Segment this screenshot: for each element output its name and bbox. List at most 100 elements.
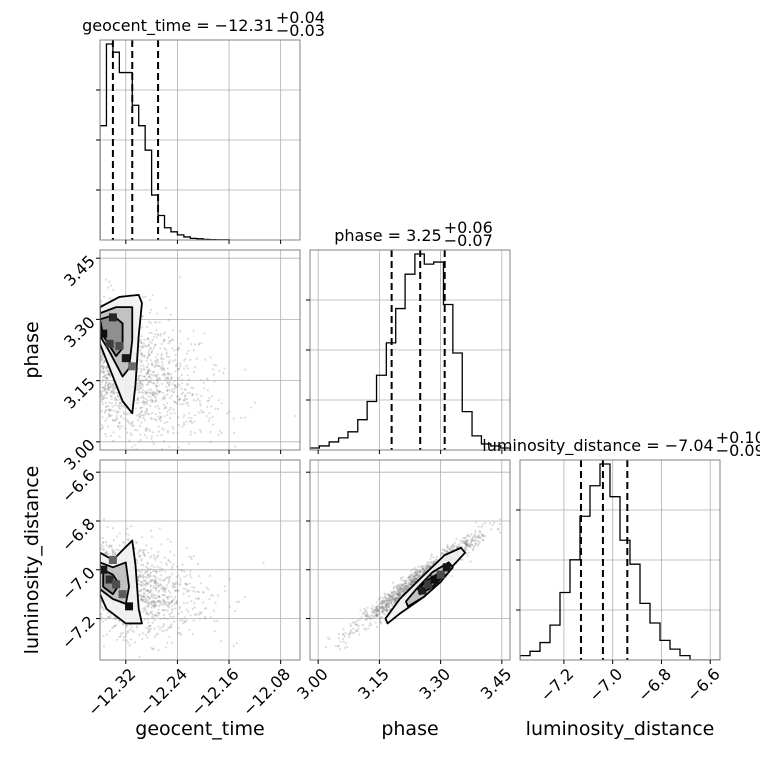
pair-geocent_time-phase-point [191,386,195,389]
pair-phase-luminosity_distance-point [396,590,399,593]
pair-geocent_time-luminosity_distance-point [146,612,150,615]
pair-phase-luminosity_distance-point [499,518,502,521]
pair-geocent_time-phase-point [171,338,174,341]
pair-geocent_time-luminosity_distance-point [149,624,152,627]
pair-geocent_time-phase-point [106,388,110,391]
pair-geocent_time-phase-point [194,366,197,369]
pair-geocent_time-luminosity_distance-point [177,626,180,629]
pair-phase-luminosity_distance-point [375,613,379,616]
pair-phase-luminosity_distance-point [403,586,406,590]
pair-phase-luminosity_distance-point [371,610,374,613]
pair-geocent_time-luminosity_distance-point [143,554,147,558]
pair-phase-luminosity_distance-point [382,599,385,602]
pair-geocent_time-phase-point [150,400,154,404]
pair-geocent_time-luminosity_distance-point [127,537,130,541]
pair-geocent_time-luminosity_distance-point [150,616,154,619]
pair-geocent_time-phase-point [156,312,159,315]
pair-phase-luminosity_distance-point [465,547,468,550]
pair-phase-luminosity_distance-point [386,605,389,608]
pair-geocent_time-luminosity_distance-point [149,611,152,614]
pair-geocent_time-phase-point [148,380,151,384]
pair-geocent_time-luminosity_distance-point [126,538,129,542]
pair-geocent_time-phase-point [150,393,153,396]
pair-geocent_time-luminosity_distance-point [165,563,168,566]
pair-phase-luminosity_distance-point [395,597,398,600]
hist-geocent_time-title-plus: +0.04 [276,8,325,27]
pair-geocent_time-luminosity_distance-point [116,638,119,641]
pair-phase-luminosity_distance-point [375,609,379,612]
pair-geocent_time-phase-point [154,374,158,377]
pair-geocent_time-luminosity_distance-point [141,576,145,580]
pair-geocent_time-luminosity_distance-point [160,602,163,605]
pair-geocent_time-phase-point [167,342,170,345]
pair-geocent_time-luminosity_distance-point [144,626,147,629]
pair-geocent_time-luminosity_distance-point [155,633,158,637]
pair-geocent_time-luminosity_distance-point [153,582,157,585]
pair-geocent_time-phase-point [125,413,128,416]
pair-geocent_time-phase-point [150,417,154,421]
pair-geocent_time-luminosity_distance-point [178,568,181,572]
pair-phase-luminosity_distance-point [364,614,367,617]
pair-geocent_time-phase-point [109,375,112,378]
pair-geocent_time-luminosity_distance-point [175,576,178,579]
pair-geocent_time-phase-point [140,341,143,344]
pair-geocent_time-luminosity_distance-point [137,554,140,558]
pair-phase-luminosity_distance-point [351,632,354,635]
pair-phase-luminosity_distance-point [377,609,381,612]
pair-geocent_time-luminosity_distance-point [232,644,235,647]
pair-phase-luminosity_distance-point [403,584,407,587]
pair-geocent_time-phase-point [175,385,178,388]
pair-geocent_time-luminosity_distance-point [145,601,148,604]
pair-geocent_time-luminosity_distance-point [172,583,175,586]
hist-phase-title-minus: −0.07 [444,231,493,250]
pair-geocent_time-phase-point [110,397,113,400]
pair-geocent_time-luminosity_distance-point [193,606,196,609]
pair-geocent_time-luminosity_distance-point [101,606,104,609]
pair-geocent_time-phase-point [186,382,189,385]
pair-phase-luminosity_distance-point [334,645,337,648]
pair-geocent_time-phase-point [145,365,148,369]
pair-geocent_time-luminosity_distance-point [235,642,238,645]
pair-geocent_time-phase-point [130,446,134,449]
pair-geocent_time-luminosity_distance-point [161,589,165,592]
pair-geocent_time-phase-point [116,394,119,397]
pair-geocent_time-phase-point [183,367,186,370]
pair-geocent_time-luminosity_distance-point [158,527,161,530]
pair-phase-luminosity_distance-point [481,535,484,538]
pair-phase-luminosity_distance-point [374,609,377,612]
pair-geocent_time-luminosity_distance-point [186,589,190,592]
pair-phase-luminosity_distance-point [430,555,433,558]
pair-geocent_time-phase-point [167,384,171,387]
pair-geocent_time-luminosity_distance-point [143,608,146,611]
pair-geocent_time-phase-point [142,367,145,370]
pair-geocent_time-luminosity_distance-point [139,588,143,592]
pair-geocent_time-phase-point [209,356,212,359]
pair-phase-luminosity_distance-point [384,609,388,612]
pair-geocent_time-luminosity_distance-point [102,645,106,648]
pair-geocent_time-luminosity_distance-point [155,584,158,587]
pair-phase-luminosity_distance-point [409,583,413,586]
pair-phase-luminosity_distance-point [405,579,408,582]
pair-phase-luminosity_distance-point [461,558,464,562]
pair-geocent_time-phase-point [154,374,157,377]
pair-geocent_time-luminosity_distance-point [160,626,163,629]
pair-geocent_time-luminosity_distance-point [150,589,153,592]
pair-geocent_time-phase-point [116,425,120,428]
pair-geocent_time-phase-point [144,428,147,431]
pair-phase-luminosity_distance-point [408,576,412,579]
pair-geocent_time-luminosity_distance-point [171,609,174,612]
pair-phase-luminosity_distance-point [465,543,468,546]
pair-phase-luminosity_distance-point [389,594,392,598]
pair-geocent_time-luminosity_distance-point [140,597,143,601]
pair-phase-luminosity_distance-point [384,600,387,603]
pair-geocent_time-phase-point [170,377,173,380]
pair-geocent_time-luminosity_distance-point [168,578,171,581]
pair-geocent_time-luminosity_distance-point [147,604,150,607]
pair-geocent_time-luminosity_distance-point [137,579,140,582]
pair-geocent_time-phase-point [155,388,158,391]
pair-phase-luminosity_distance-point [377,613,380,616]
pair-geocent_time-luminosity_distance-point [164,601,167,604]
pair-geocent_time-phase-point [169,313,172,316]
pair-geocent_time-phase-point [175,364,178,368]
